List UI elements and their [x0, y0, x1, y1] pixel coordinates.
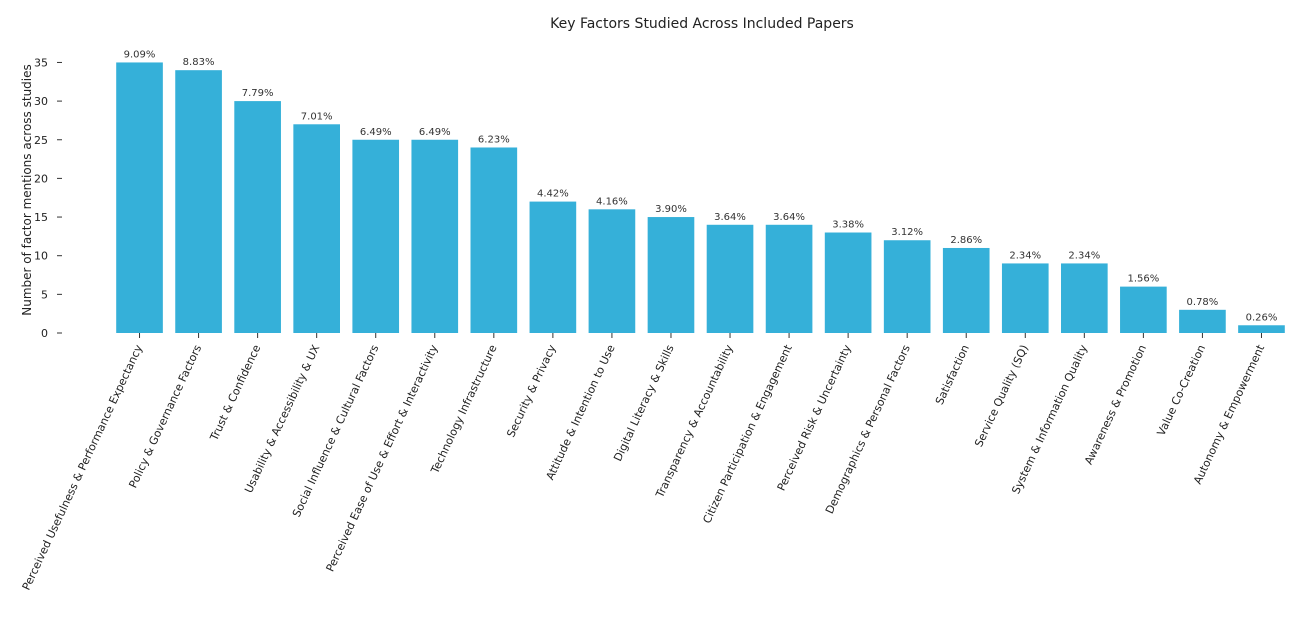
x-tick-label: Service Quality (SQ): [972, 343, 1031, 449]
y-tick-label: 5: [41, 288, 48, 301]
bar-data-label: 6.23%: [478, 134, 510, 145]
bar: [411, 139, 459, 333]
bar-data-label: 0.26%: [1246, 312, 1278, 323]
y-tick-label: 30: [34, 95, 48, 108]
chart-title: Key Factors Studied Across Included Pape…: [550, 16, 854, 32]
bar: [175, 70, 222, 334]
bar-data-label: 9.09%: [124, 49, 156, 60]
bar-data-label: 2.86%: [950, 235, 982, 246]
bar-data-label: 4.42%: [537, 189, 569, 200]
bar-data-label: 8.83%: [183, 57, 215, 68]
bar: [1238, 325, 1285, 333]
bar-data-label: 0.78%: [1187, 297, 1219, 308]
y-axis: 0 5 10 15 20 25 30 35: [34, 56, 62, 340]
bar: [1120, 286, 1167, 333]
bar: [529, 201, 577, 333]
bar: [1061, 263, 1108, 333]
bar: [470, 147, 518, 333]
bar-data-label: 3.64%: [714, 212, 746, 223]
bar-data-label: 6.49%: [419, 127, 451, 138]
x-tick-label: Trust & Confidence: [207, 343, 263, 444]
bar: [883, 240, 931, 333]
y-tick-label: 25: [34, 134, 48, 147]
bar-data-label: 3.12%: [891, 227, 923, 238]
x-tick-label: Perceived Usefulness & Performance Expec…: [20, 342, 146, 592]
x-tick-label: Security & Privacy: [504, 342, 558, 439]
bar: [1179, 309, 1226, 333]
x-tick-label: Perceived Ease of Use & Effort & Interac…: [324, 342, 441, 573]
bar-data-label: 1.56%: [1127, 274, 1159, 285]
x-tick-label: Policy & Governance Factors: [126, 343, 204, 491]
bar-data-label: 6.49%: [360, 127, 392, 138]
y-tick-label: 0: [41, 327, 48, 340]
bar: [942, 247, 990, 333]
bar: [765, 224, 813, 333]
bar-data-label: 3.90%: [655, 204, 687, 215]
y-tick-label: 15: [34, 211, 48, 224]
bars-group: [116, 62, 1285, 334]
bar: [588, 209, 636, 333]
y-tick-label: 20: [34, 172, 48, 185]
x-tick-label: Autonomy & Empowerment: [1191, 342, 1267, 486]
data-labels-group: 9.09% 8.83% 7.79% 7.01% 6.49% 6.49% 6.23% 4.42%…: [124, 49, 1278, 323]
x-tick-label: Satisfaction: [933, 343, 972, 407]
bar-data-label: 3.38%: [832, 220, 864, 231]
y-axis-label: Number of factor mentions across studies: [20, 64, 34, 316]
x-axis: Perceived Usefulness & Performance Expec…: [20, 333, 1267, 592]
bar: [1001, 263, 1049, 333]
bar-data-label: 7.79%: [242, 88, 274, 99]
bar: [293, 124, 340, 333]
bar-data-label: 7.01%: [301, 111, 333, 122]
x-tick-label: Digital Literacy & Skills: [611, 343, 677, 464]
bar: [352, 139, 400, 333]
x-tick-label: Awareness & Promotion: [1082, 343, 1149, 467]
bar: [116, 62, 163, 333]
bar: [647, 217, 695, 333]
bar-data-label: 4.16%: [596, 196, 628, 207]
bar: [706, 224, 754, 333]
bar-data-label: 2.34%: [1068, 250, 1100, 261]
x-tick-label: Value Co-Creation: [1155, 343, 1209, 438]
x-tick-label: Attitude & Intention to Use: [544, 343, 618, 482]
x-tick-label: Technology Infrastructure: [428, 343, 500, 477]
bar: [234, 101, 281, 333]
bar: [824, 232, 872, 333]
bar-data-label: 3.64%: [773, 212, 805, 223]
bar-data-label: 2.34%: [1009, 250, 1041, 261]
y-tick-label: 10: [34, 250, 48, 263]
y-tick-label: 35: [34, 56, 48, 69]
